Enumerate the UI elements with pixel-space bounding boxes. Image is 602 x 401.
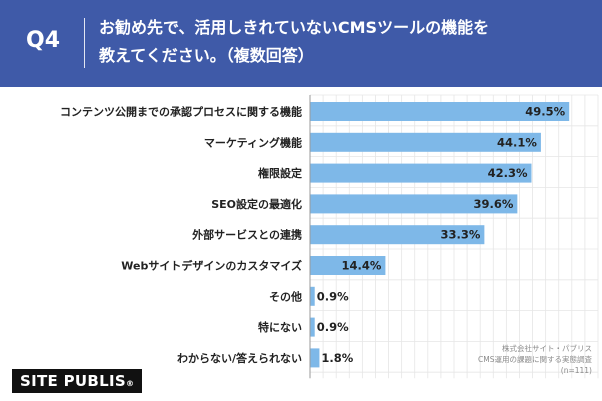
- question-text: お勧め先で、活用しきれていないCMSツールの機能を 教えてください。（複数回答）: [99, 14, 589, 70]
- logo-registered-mark: ®: [125, 379, 135, 388]
- bar: [310, 132, 541, 152]
- bar: [310, 256, 386, 275]
- header-divider: [84, 18, 85, 68]
- source-sample-size: (n=111): [560, 366, 592, 375]
- category-label: SEO設定の最適化: [211, 197, 302, 211]
- data-label: 49.5%: [525, 105, 565, 119]
- category-label: Webサイトデザインのカスタマイズ: [121, 259, 302, 273]
- data-label: 44.1%: [497, 135, 537, 149]
- bar: [310, 163, 532, 183]
- question-number: Q4: [26, 28, 61, 53]
- data-label: 0.9%: [317, 289, 349, 303]
- chart-area: コンテンツ公開までの承認プロセスに関する機能 49.5% マーケティング機能 44.1…: [8, 87, 602, 401]
- bar: [310, 286, 315, 306]
- bar: [310, 102, 570, 121]
- source-company: 株式会社サイト・パブリス: [502, 344, 592, 353]
- question-header: Q4 お勧め先で、活用しきれていないCMSツールの機能を 教えてください。（複数…: [0, 0, 602, 87]
- bar: [310, 225, 485, 245]
- logo-text: SITE PUBLIS: [20, 372, 126, 390]
- source-survey: CMS運用の課題に関する実態調査: [478, 355, 592, 364]
- question-line-1: お勧め先で、活用しきれていないCMSツールの機能を: [99, 18, 490, 37]
- category-label: わからない/答えられない: [177, 351, 302, 365]
- data-label: 39.6%: [473, 197, 513, 211]
- bar: [310, 317, 315, 337]
- category-label: 権限設定: [258, 166, 302, 180]
- category-label: 特にない: [258, 320, 302, 334]
- site-publis-logo: SITE PUBLIS®: [12, 369, 143, 393]
- data-label: 0.9%: [317, 320, 349, 334]
- bar: [310, 348, 320, 368]
- data-label: 1.8%: [321, 351, 353, 365]
- category-label: その他: [269, 289, 302, 303]
- source-note: 株式会社サイト・パブリス CMS運用の課題に関する実態調査 (n=111): [372, 343, 592, 376]
- data-label: 42.3%: [488, 166, 528, 180]
- data-label: 14.4%: [341, 259, 381, 273]
- question-line-2: 教えてください。（複数回答）: [99, 46, 314, 65]
- bar-chart: コンテンツ公開までの承認プロセスに関する機能 49.5% マーケティング機能 44.1…: [60, 94, 599, 379]
- category-label: マーケティング機能: [204, 135, 302, 149]
- data-label: 33.3%: [440, 228, 480, 242]
- category-label: 外部サービスとの連携: [191, 228, 302, 242]
- bar: [310, 194, 518, 214]
- category-label: コンテンツ公開までの承認プロセスに関する機能: [60, 105, 302, 119]
